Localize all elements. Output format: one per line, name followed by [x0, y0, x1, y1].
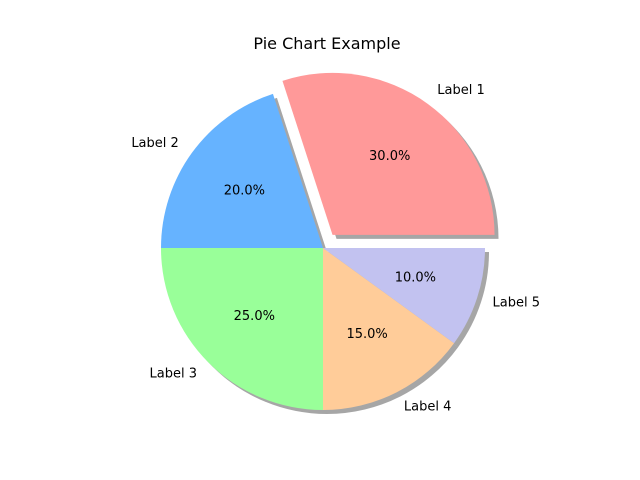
- slice-label-1: [282, 72, 495, 235]
- slice-label-label-5: Label 5: [493, 296, 540, 311]
- slice-label-label-2: Label 2: [131, 136, 178, 151]
- slice-label-5: [323, 248, 485, 344]
- slice-label-label-3: Label 3: [150, 367, 197, 382]
- pie-labels: Label 1 30.0% Label 2 20.0% Label 3 25.0% Labe…: [131, 83, 540, 414]
- slice-label-3: [161, 248, 323, 410]
- percent-label-label-1: 30.0%: [369, 149, 410, 164]
- percent-label-label-5: 10.0%: [395, 271, 436, 286]
- slice-label-2: [161, 93, 323, 249]
- slice-label-label-4: Label 4: [404, 399, 451, 414]
- pie-slices: [161, 72, 495, 410]
- slice-label-label-1: Label 1: [437, 83, 484, 98]
- percent-label-label-4: 15.0%: [346, 327, 387, 342]
- percent-label-label-2: 20.0%: [224, 183, 265, 198]
- percent-label-label-3: 25.0%: [234, 309, 275, 324]
- slice-label-4: [323, 248, 455, 410]
- chart-title: Pie Chart Example: [253, 34, 400, 53]
